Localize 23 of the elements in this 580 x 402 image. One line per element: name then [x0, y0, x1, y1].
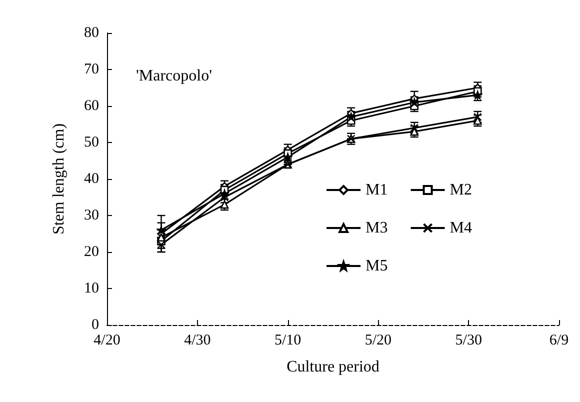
legend-label: M5 [366, 258, 388, 274]
y-tick-label: 40 [84, 171, 99, 187]
x-tick-label: 5/30 [455, 332, 482, 348]
y-tick-label: 10 [84, 280, 99, 296]
annotation: 'Marcopolo' [136, 68, 212, 84]
legend-label: M1 [366, 182, 388, 198]
x-tick-label: 6/9 [549, 332, 569, 348]
y-tick-label: 70 [84, 62, 99, 78]
y-tick-label: 80 [84, 25, 99, 41]
x-tick-label: 5/20 [364, 332, 392, 348]
x-axis-title: Culture period [286, 358, 380, 376]
legend-label: M4 [450, 220, 472, 236]
legend-label: M3 [366, 220, 388, 236]
x-tick-label: 4/20 [94, 332, 120, 348]
y-tick-label: 60 [84, 98, 99, 114]
x-tick-label: 5/10 [274, 332, 302, 348]
y-tick-label: 20 [84, 244, 99, 260]
y-axis-title: Stem length (cm) [50, 123, 68, 235]
legend-label: M2 [450, 182, 472, 198]
y-tick-label: 50 [84, 134, 99, 150]
x-tick-label: 4/30 [184, 332, 211, 348]
y-tick-label: 0 [92, 317, 99, 333]
y-tick-label: 30 [84, 208, 99, 224]
